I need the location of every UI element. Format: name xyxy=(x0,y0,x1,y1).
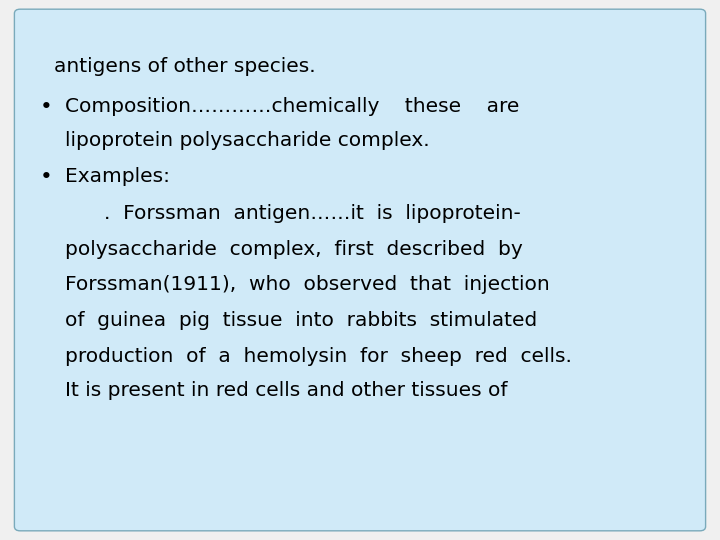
Text: .  Forssman  antigen……it  is  lipoprotein-: . Forssman antigen……it is lipoprotein- xyxy=(104,204,521,223)
FancyBboxPatch shape xyxy=(14,9,706,531)
Text: •: • xyxy=(40,167,53,187)
Text: •: • xyxy=(40,97,53,117)
Text: Examples:: Examples: xyxy=(65,167,170,186)
Text: polysaccharide  complex,  first  described  by: polysaccharide complex, first described … xyxy=(65,240,523,259)
Text: antigens of other species.: antigens of other species. xyxy=(54,57,315,76)
Text: lipoprotein polysaccharide complex.: lipoprotein polysaccharide complex. xyxy=(65,131,429,150)
Text: Composition…………chemically    these    are: Composition…………chemically these are xyxy=(65,97,519,116)
Text: production  of  a  hemolysin  for  sheep  red  cells.: production of a hemolysin for sheep red … xyxy=(65,347,572,366)
Text: of  guinea  pig  tissue  into  rabbits  stimulated: of guinea pig tissue into rabbits stimul… xyxy=(65,311,537,330)
Text: Forssman(1911),  who  observed  that  injection: Forssman(1911), who observed that inject… xyxy=(65,275,549,294)
Text: It is present in red cells and other tissues of: It is present in red cells and other tis… xyxy=(65,381,508,400)
